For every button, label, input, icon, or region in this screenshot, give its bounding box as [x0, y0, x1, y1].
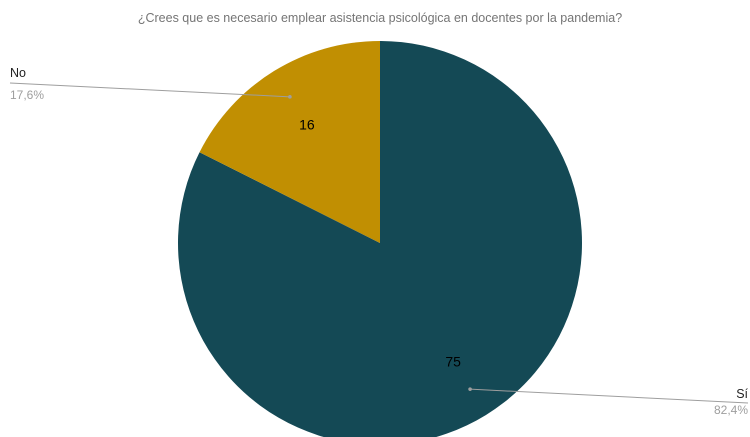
percent-label-si: 82,4% [714, 403, 748, 417]
leader-dot-no [288, 95, 292, 99]
leader-line-si [470, 388, 749, 404]
pie-labels: 75 Sí 82,4% 16 No 17,6% [10, 66, 749, 417]
pie-slice-si [177, 41, 582, 437]
slice-value-label-no: 16 [299, 116, 315, 132]
slice-value-label-si: 75 [445, 354, 461, 370]
chart-title: ¿Crees que es necesario emplear asistenc… [138, 11, 622, 25]
label-leader-lines [9, 82, 749, 404]
leader-line-no [9, 82, 290, 98]
category-label-si: Sí [736, 387, 748, 401]
percent-label-no: 17,6% [10, 88, 44, 102]
pie-slice-no [199, 41, 380, 243]
category-label-no: No [10, 66, 26, 80]
leader-dot-si [468, 387, 472, 391]
pie-slices [177, 41, 582, 437]
